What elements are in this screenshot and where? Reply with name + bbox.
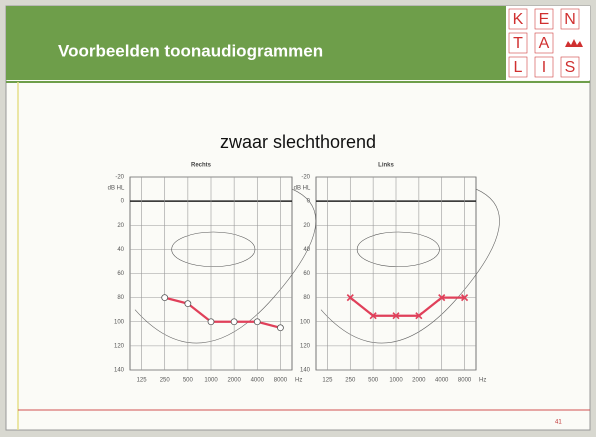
y-tick-label: 0 — [121, 199, 125, 205]
logo-cell — [508, 32, 528, 54]
logo-cell — [534, 32, 554, 54]
data-point — [277, 324, 284, 332]
hearing-curve — [134, 188, 316, 344]
y-tick-label: 120 — [300, 343, 311, 349]
x-axis-label: Hz — [479, 378, 486, 384]
y-tick-label: 100 — [114, 319, 125, 325]
logo-letter: S — [565, 59, 576, 76]
data-point — [253, 318, 261, 326]
y-tick-label: 140 — [300, 368, 311, 374]
x-tick-label: 250 — [345, 378, 356, 384]
y-tick-label: 60 — [117, 271, 124, 277]
header-band — [6, 6, 506, 80]
logo-cell — [508, 56, 528, 78]
speech-area — [356, 231, 440, 268]
x-tick-label: 500 — [183, 378, 194, 384]
logo-cell — [560, 8, 580, 30]
y-axis-label: dB HL — [108, 186, 125, 192]
logo-letter: K — [513, 11, 524, 28]
y-tick-label: -20 — [115, 175, 124, 181]
x-tick-label: 8000 — [458, 378, 472, 384]
data-point — [184, 300, 192, 308]
data-point — [369, 312, 377, 320]
logo-cell — [508, 8, 528, 30]
x-tick-label: 125 — [322, 378, 333, 384]
y-tick-label: 20 — [117, 223, 124, 229]
x-tick-label: 8000 — [274, 378, 288, 384]
data-point — [230, 318, 238, 326]
y-axis-label: dB HL — [294, 186, 311, 192]
y-tick-label: 0 — [307, 199, 311, 205]
logo-letter: I — [542, 59, 546, 76]
page-number: 41 — [555, 420, 562, 426]
data-point — [438, 294, 446, 302]
slide-subtitle: zwaar slechthorend — [220, 132, 376, 152]
x-tick-label: 250 — [160, 378, 171, 384]
logo: K E N T AL I S — [506, 6, 590, 80]
logo-letter: L — [514, 59, 523, 76]
y-tick-label: 140 — [114, 368, 125, 374]
series-line — [164, 296, 281, 329]
y-tick-label: 40 — [117, 247, 124, 253]
y-tick-label: 20 — [303, 223, 310, 229]
logo-crown — [565, 39, 583, 47]
data-point — [461, 294, 469, 302]
data-point — [415, 312, 423, 320]
y-tick-label: 80 — [303, 295, 310, 301]
x-tick-label: 4000 — [251, 378, 265, 384]
logo-letter: N — [564, 11, 576, 28]
x-tick-label: 2000 — [412, 378, 426, 384]
x-tick-label: 2000 — [227, 378, 241, 384]
chart-title: Rechts — [191, 163, 212, 169]
y-tick-label: -20 — [301, 175, 310, 181]
speech-area — [171, 231, 256, 268]
x-tick-label: 500 — [368, 378, 379, 384]
logo-letter: T — [513, 35, 523, 52]
logo-cell — [534, 8, 554, 30]
logo-cell — [534, 56, 554, 78]
logo-letter: A — [539, 35, 550, 52]
x-tick-label: 1000 — [389, 378, 403, 384]
data-point — [346, 294, 354, 302]
x-tick-label: 4000 — [435, 378, 449, 384]
data-point — [392, 312, 400, 320]
logo-cell — [560, 56, 580, 78]
series-line — [349, 296, 465, 317]
slide-title: Voorbeelden toonaudiogrammen — [58, 41, 323, 60]
logo-letter: E — [539, 11, 550, 28]
y-tick-label: 100 — [300, 319, 311, 325]
chart-title: Links — [378, 163, 394, 169]
y-tick-label: 60 — [303, 271, 310, 277]
y-tick-label: 80 — [117, 295, 124, 301]
y-tick-label: 120 — [114, 343, 125, 349]
y-tick-label: 40 — [303, 247, 310, 253]
x-tick-label: 125 — [137, 378, 148, 384]
data-point — [161, 294, 169, 302]
data-point — [207, 318, 215, 326]
x-axis-label: Hz — [295, 378, 302, 384]
x-tick-label: 1000 — [204, 378, 218, 384]
